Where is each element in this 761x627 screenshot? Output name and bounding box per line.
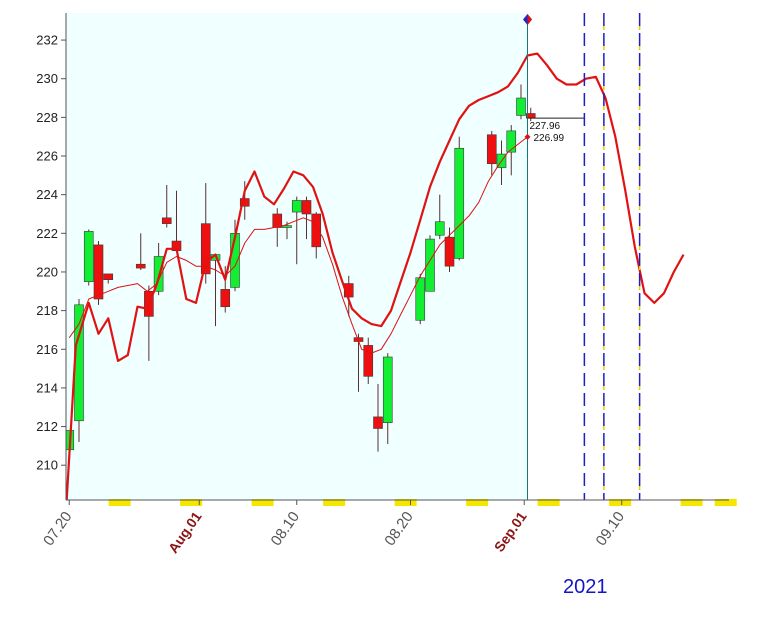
candle-body	[444, 236, 455, 267]
weekend-marker	[537, 499, 560, 506]
last-close-label: 227.96	[530, 121, 561, 132]
weekend-marker	[108, 499, 131, 506]
y-tick-label: 210	[36, 458, 58, 473]
y-tick-label: 220	[36, 264, 58, 279]
x-tick-label: 08.20	[381, 509, 416, 550]
candle-body	[373, 416, 383, 429]
weekend-marker	[394, 499, 417, 506]
candle-body	[93, 244, 104, 300]
year-label: 2021	[563, 576, 608, 598]
candle-body	[161, 217, 172, 224]
weekend-marker	[609, 499, 632, 506]
candle-body	[220, 289, 231, 308]
weekend-marker	[251, 499, 274, 506]
weekend-marker	[180, 499, 203, 506]
y-tick-label: 230	[36, 71, 58, 86]
weekend-marker	[714, 499, 737, 506]
x-tick-label: 08.10	[268, 509, 303, 550]
y-tick-label: 228	[36, 110, 58, 125]
moving-average-line	[68, 136, 528, 354]
candle-body	[516, 97, 526, 116]
x-tick-label: Aug.01	[165, 508, 205, 556]
candle-body	[486, 134, 497, 165]
today-diamond-half	[527, 14, 532, 25]
candle-body	[200, 223, 211, 275]
y-tick-label: 212	[36, 419, 58, 434]
y-tick-label: 218	[36, 303, 58, 318]
y-tick-label: 224	[36, 187, 58, 202]
candle-body	[363, 345, 374, 377]
candle-body	[382, 356, 393, 423]
y-tick-label: 232	[36, 33, 58, 48]
candle-body	[311, 213, 322, 248]
x-tick-label: 09.10	[593, 509, 628, 550]
candle-body	[272, 213, 283, 228]
candle-body	[282, 225, 292, 228]
candle-body	[83, 231, 94, 282]
candle-body	[425, 238, 435, 292]
candle-body	[415, 277, 426, 321]
weekend-marker	[680, 499, 703, 506]
candle-body	[454, 147, 465, 259]
candle-body	[103, 273, 114, 280]
forecast-line	[66, 52, 685, 500]
ma-value-label: 226.99	[534, 133, 565, 144]
x-tick-label: 07.20	[40, 509, 75, 550]
candle-body	[135, 263, 146, 269]
ma-value-marker	[524, 133, 531, 140]
x-tick-label: Sep.01	[491, 508, 530, 554]
y-tick-label: 214	[36, 380, 58, 395]
weekend-marker	[466, 499, 489, 506]
candle-body	[506, 130, 517, 153]
y-tick-label: 216	[36, 342, 58, 357]
candle-body	[239, 198, 250, 207]
weekend-marker	[323, 499, 346, 506]
candle-body	[291, 200, 302, 213]
y-tick-label: 222	[36, 226, 58, 241]
y-tick-label: 226	[36, 149, 58, 164]
candle-body	[301, 200, 312, 215]
candle-body	[434, 221, 445, 236]
